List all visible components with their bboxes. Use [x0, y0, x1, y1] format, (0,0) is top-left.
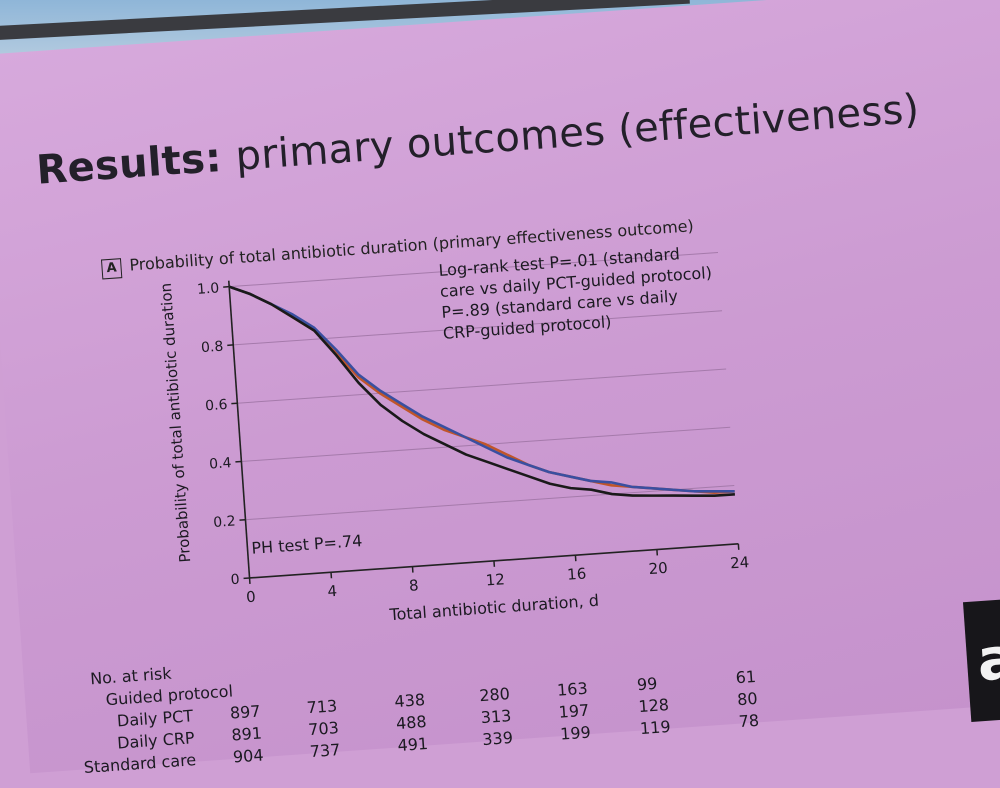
risk-row-label: Daily PCT — [116, 706, 193, 730]
risk-cell: 163 — [556, 679, 588, 700]
risk-cell: 339 — [482, 728, 514, 749]
x-tick-label: 16 — [567, 564, 587, 583]
risk-row-label: Standard care — [83, 750, 197, 777]
risk-cell: 119 — [639, 717, 671, 738]
x-tick-label: 0 — [245, 588, 256, 607]
x-tick-label: 8 — [408, 576, 419, 595]
x-axis-label: Total antibiotic duration, d — [388, 591, 600, 625]
risk-cell: 199 — [560, 723, 592, 744]
x-tick-label: 24 — [730, 553, 750, 572]
y-tick-label: 0.2 — [213, 513, 236, 531]
x-tick-label: 4 — [327, 582, 338, 601]
risk-cell: 280 — [479, 684, 511, 705]
y-axis-label: Probability of total antibiotic duration — [157, 282, 194, 563]
risk-cell: 491 — [397, 734, 429, 755]
risk-cell: 438 — [394, 690, 426, 711]
risk-cell: 891 — [231, 724, 263, 745]
y-axis — [229, 281, 250, 578]
x-tick-label: 20 — [648, 559, 668, 578]
y-tick-label: 0.6 — [205, 397, 228, 415]
y-tick-label: 0 — [230, 572, 240, 589]
risk-cell: 897 — [229, 702, 261, 723]
risk-cell: 488 — [395, 712, 427, 733]
risk-cell: 80 — [737, 689, 759, 709]
risk-row-label: Daily CRP — [117, 728, 196, 752]
risk-cell: 78 — [738, 711, 760, 731]
risk-cell: 197 — [558, 701, 590, 722]
grid-line — [237, 369, 726, 403]
risk-cell: 904 — [232, 745, 264, 766]
y-tick-label: 0.4 — [209, 455, 232, 473]
risk-cell: 128 — [638, 695, 670, 716]
risk-cell: 737 — [309, 740, 341, 761]
risk-cell: 713 — [306, 696, 338, 717]
y-tick-label: 1.0 — [197, 280, 220, 298]
x-tick-label: 12 — [485, 570, 505, 589]
grid-line — [245, 486, 734, 520]
y-tick-label: 0.8 — [201, 339, 224, 357]
risk-cell: 61 — [735, 667, 757, 687]
risk-cell: 703 — [308, 718, 340, 739]
risk-cell: 313 — [480, 706, 512, 727]
risk-cell: 99 — [636, 674, 658, 694]
